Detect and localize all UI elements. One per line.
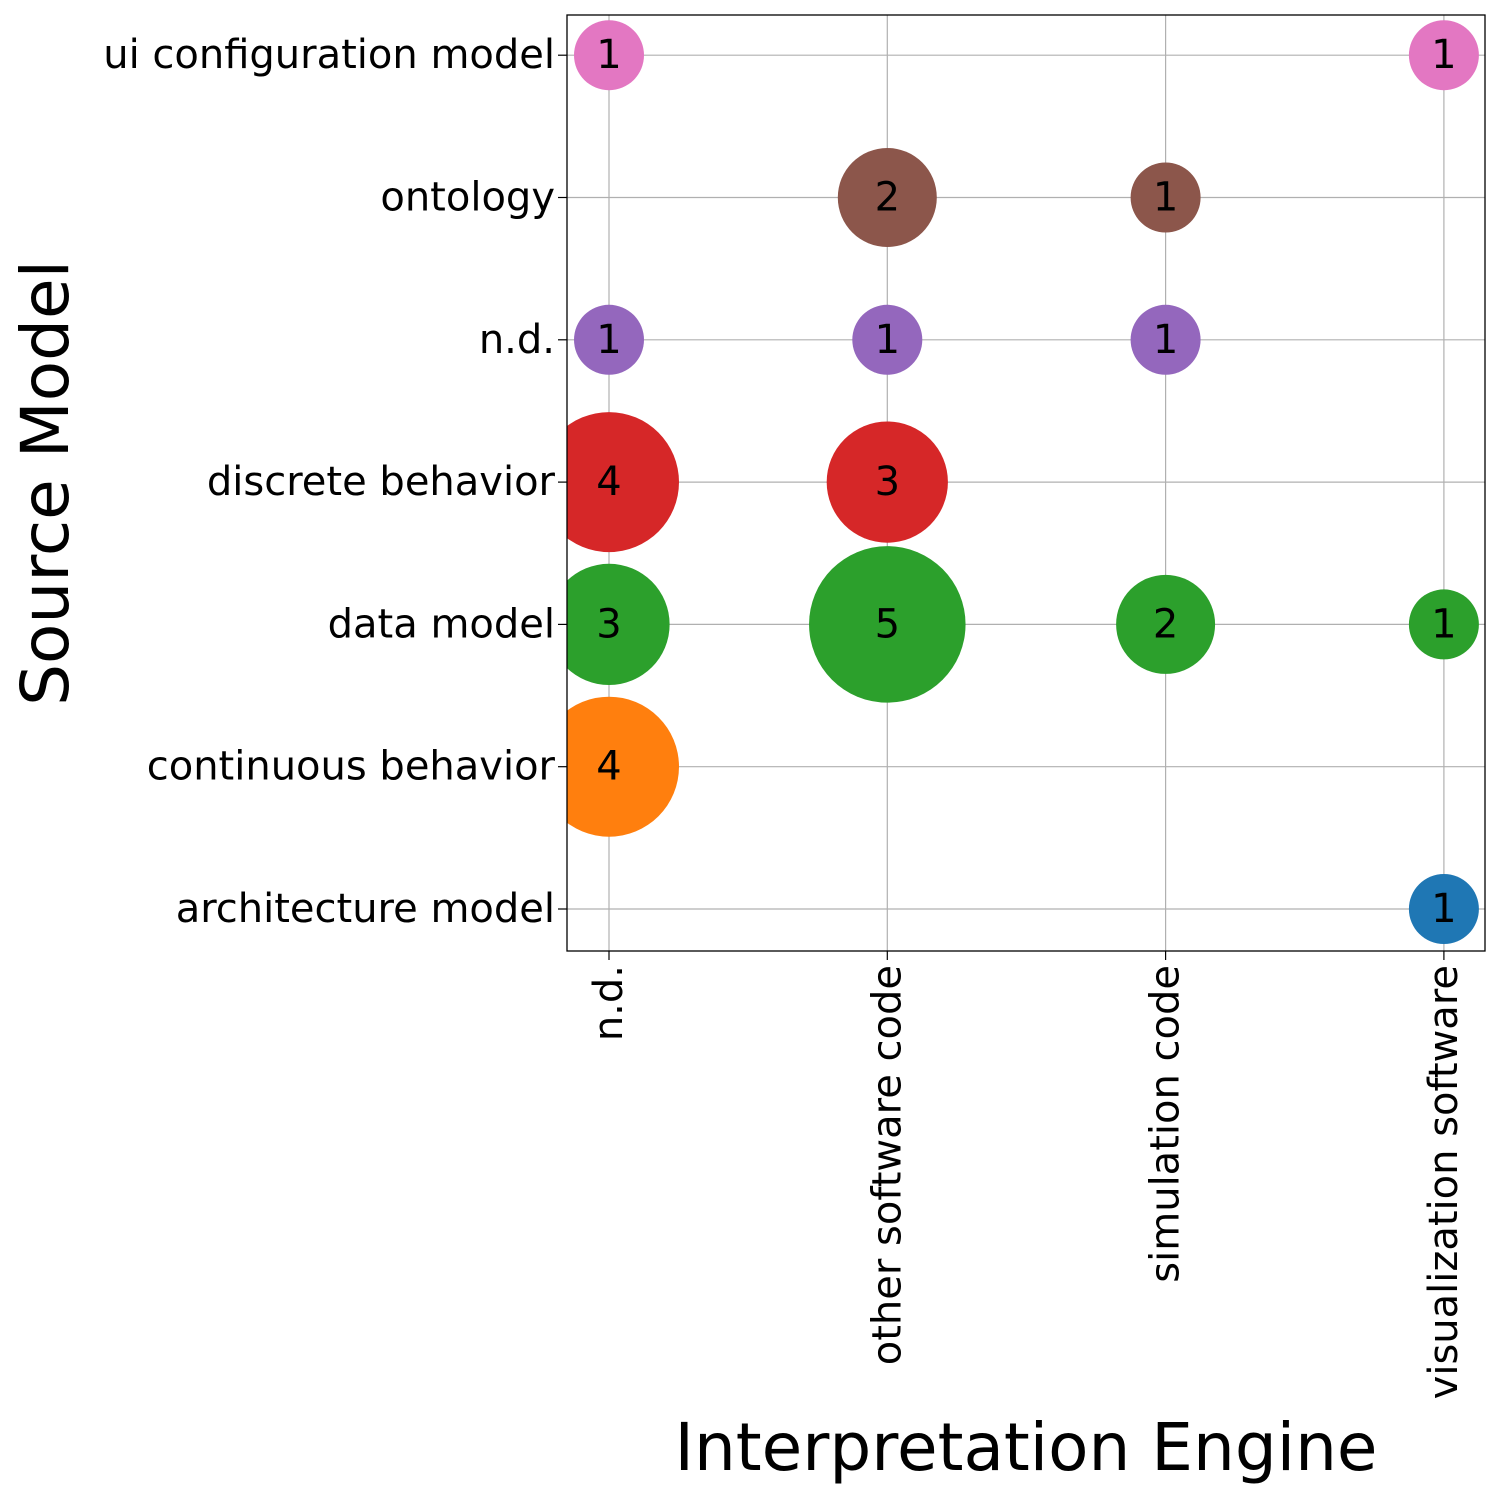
bubble-n-d-other-software-code	[852, 304, 923, 375]
plot-frame	[566, 14, 1486, 952]
x-tick-label-n-d: n.d.	[586, 965, 632, 1041]
bubble-labels: 1 4 3 5 2 1 4 3 1 1 1 2 1 1 1	[596, 32, 1456, 932]
bubble-value-label: 3	[875, 459, 900, 505]
bubble-ui-configuration-model-visualization-software	[1408, 20, 1479, 91]
bubble-value-label: 1	[1431, 32, 1456, 78]
bubble-data-model-n-d	[567, 563, 670, 686]
y-tick-label-ui-configuration-model: ui configuration model	[103, 32, 555, 78]
bubble-value-label: 1	[596, 32, 621, 78]
y-tick-label-n-d: n.d.	[479, 317, 555, 363]
grid	[567, 15, 1485, 951]
bubble-ui-configuration-model-n-d	[574, 20, 644, 91]
bubble-value-label: 4	[596, 744, 621, 790]
bubble-value-label: 3	[596, 601, 621, 647]
bubbles	[567, 20, 1479, 944]
y-tick-label-data-model: data model	[328, 601, 555, 647]
x-tick-label-other-software-code: other software code	[864, 965, 910, 1365]
x-tick-label-simulation-code: simulation code	[1143, 965, 1189, 1283]
y-axis-title: Source Model	[7, 260, 84, 706]
bubble-discrete-behavior-other-software-code	[826, 421, 948, 543]
bubble-value-label: 1	[875, 317, 900, 363]
x-tick-label-visualization-software: visualization software	[1421, 965, 1467, 1399]
bubble-architecture-model-visualization-software	[1408, 874, 1479, 944]
bubble-n-d-n-d	[574, 304, 644, 375]
axis-ticks: n.d. other software code simulation code vi…	[103, 32, 1467, 1399]
bubble-value-label: 1	[1431, 886, 1456, 932]
bubble-value-label: 1	[1153, 175, 1178, 221]
bubble-discrete-behavior-n-d	[567, 412, 679, 553]
bubble-data-model-other-software-code	[809, 546, 966, 703]
y-tick-label-architecture-model: architecture model	[176, 886, 555, 932]
bubble-data-model-visualization-software	[1408, 589, 1479, 660]
bubble-data-model-simulation-code	[1116, 574, 1216, 674]
bubble-value-label: 1	[596, 317, 621, 363]
bubble-n-d-simulation-code	[1130, 304, 1201, 375]
y-tick-label-continuous-behavior: continuous behavior	[147, 744, 556, 790]
bubble-value-label: 1	[1153, 317, 1178, 363]
bubble-value-label: 2	[1153, 601, 1178, 647]
bubble-value-label: 2	[875, 175, 900, 221]
x-axis-title: Interpretation Engine	[674, 1409, 1377, 1486]
bubble-value-label: 1	[1431, 601, 1456, 647]
bubble-ontology-other-software-code	[837, 148, 937, 247]
y-tick-label-discrete-behavior: discrete behavior	[207, 459, 556, 505]
bubble-value-label: 4	[596, 459, 621, 505]
y-tick-label-ontology: ontology	[380, 175, 555, 221]
bubble-continuous-behavior-n-d	[567, 696, 679, 837]
bubble-value-label: 5	[875, 601, 900, 647]
bubble-ontology-simulation-code	[1130, 162, 1201, 233]
